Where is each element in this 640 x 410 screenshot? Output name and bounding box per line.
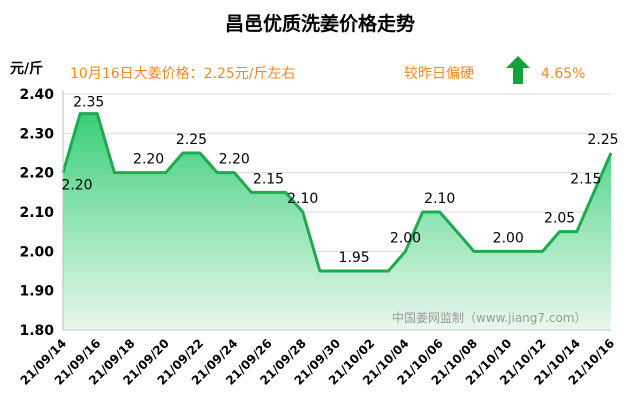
- data-label: 2.05: [544, 211, 575, 227]
- y-tick-label: 2.10: [19, 205, 54, 221]
- data-label: 2.00: [390, 230, 421, 246]
- y-axis-unit-label: 元/斤: [10, 60, 43, 77]
- data-label: 2.20: [61, 178, 92, 194]
- y-tick-label: 2.00: [19, 244, 54, 260]
- y-tick-label: 2.40: [19, 87, 54, 103]
- y-tick-label: 1.90: [19, 284, 54, 300]
- compare-annotation: 较昨日偏硬: [404, 66, 474, 82]
- data-label: 2.20: [219, 152, 250, 168]
- up-arrow-icon: [506, 56, 530, 84]
- data-label: 2.20: [133, 152, 164, 168]
- data-label: 2.25: [176, 132, 207, 148]
- data-label: 2.25: [587, 132, 618, 148]
- data-label: 2.35: [73, 95, 104, 111]
- data-label: 2.10: [424, 191, 455, 207]
- y-tick-label: 1.80: [19, 323, 54, 339]
- y-tick-label: 2.30: [19, 126, 54, 142]
- price-annotation: 10月16日大姜价格：2.25元/斤左右: [70, 66, 296, 82]
- price-area-fill: [63, 113, 611, 331]
- data-label: 2.00: [493, 230, 524, 246]
- data-label: 2.10: [287, 191, 318, 207]
- price-line: [61, 112, 613, 273]
- data-label: 2.15: [253, 171, 284, 187]
- y-tick-label: 2.20: [19, 166, 54, 182]
- chart-title: 昌邑优质洗姜价格走势: [225, 12, 415, 35]
- change-percent: 4.65%: [541, 66, 585, 82]
- data-label: 1.95: [339, 250, 370, 266]
- data-label: 2.15: [570, 171, 601, 187]
- watermark: 中国姜网监制（www.jiang7.com）: [392, 310, 586, 325]
